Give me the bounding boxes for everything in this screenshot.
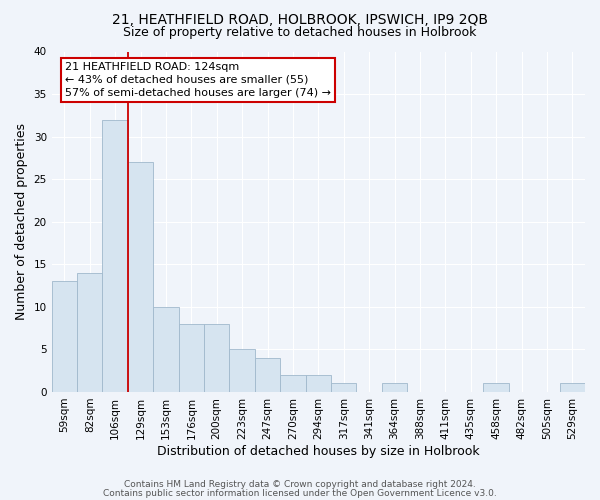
Bar xyxy=(382,384,407,392)
Bar xyxy=(229,350,255,392)
Text: Size of property relative to detached houses in Holbrook: Size of property relative to detached ho… xyxy=(124,26,476,39)
Text: Contains public sector information licensed under the Open Government Licence v3: Contains public sector information licen… xyxy=(103,488,497,498)
Bar xyxy=(255,358,280,392)
Bar xyxy=(52,282,77,392)
Bar xyxy=(204,324,229,392)
Text: 21, HEATHFIELD ROAD, HOLBROOK, IPSWICH, IP9 2QB: 21, HEATHFIELD ROAD, HOLBROOK, IPSWICH, … xyxy=(112,12,488,26)
Y-axis label: Number of detached properties: Number of detached properties xyxy=(15,123,28,320)
Bar xyxy=(331,384,356,392)
Text: Contains HM Land Registry data © Crown copyright and database right 2024.: Contains HM Land Registry data © Crown c… xyxy=(124,480,476,489)
Bar xyxy=(153,307,179,392)
Bar xyxy=(484,384,509,392)
Bar xyxy=(77,273,103,392)
Bar xyxy=(305,375,331,392)
Bar xyxy=(128,162,153,392)
X-axis label: Distribution of detached houses by size in Holbrook: Distribution of detached houses by size … xyxy=(157,444,479,458)
Bar xyxy=(560,384,585,392)
Text: 21 HEATHFIELD ROAD: 124sqm
← 43% of detached houses are smaller (55)
57% of semi: 21 HEATHFIELD ROAD: 124sqm ← 43% of deta… xyxy=(65,62,331,98)
Bar xyxy=(179,324,204,392)
Bar xyxy=(280,375,305,392)
Bar xyxy=(103,120,128,392)
